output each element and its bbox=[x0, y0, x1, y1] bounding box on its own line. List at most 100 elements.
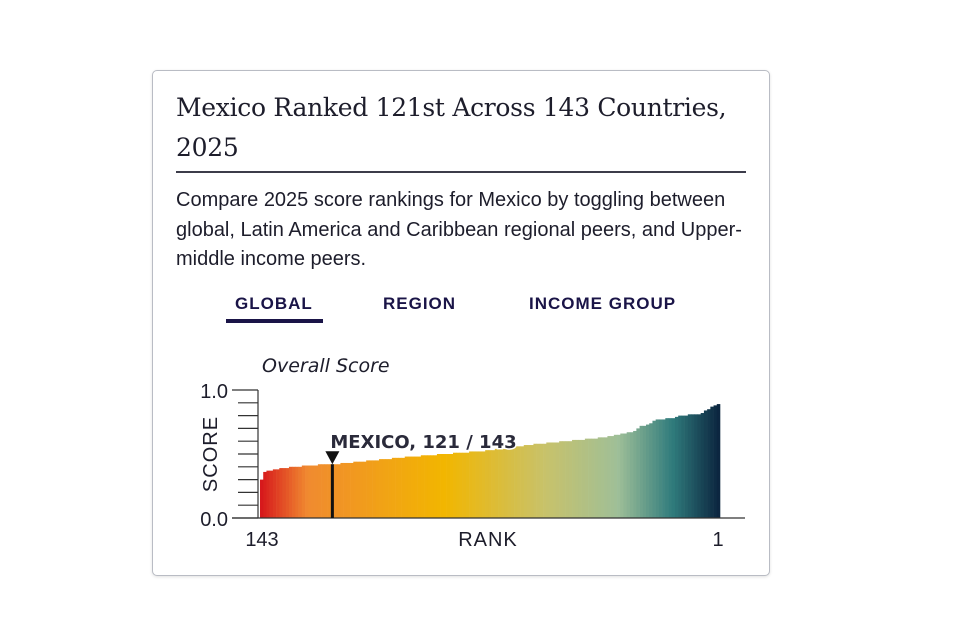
bar-rank-130[interactable] bbox=[301, 465, 306, 518]
bar-rank-117[interactable] bbox=[343, 462, 348, 518]
bar-rank-100[interactable] bbox=[398, 457, 402, 518]
bar-rank-136[interactable] bbox=[282, 468, 287, 518]
bar-rank-45[interactable] bbox=[575, 439, 579, 518]
bar-rank-56[interactable] bbox=[539, 443, 544, 518]
bar-rank-52[interactable] bbox=[552, 442, 557, 518]
bar-rank-105[interactable] bbox=[382, 459, 386, 518]
bar-rank-44[interactable] bbox=[578, 439, 582, 518]
bar-rank-15[interactable] bbox=[671, 418, 676, 518]
bar-rank-91[interactable] bbox=[427, 455, 431, 518]
bar-rank-7[interactable] bbox=[697, 414, 701, 518]
bar-rank-48[interactable] bbox=[565, 441, 570, 518]
bar-rank-50[interactable] bbox=[559, 441, 563, 518]
bar-rank-134[interactable] bbox=[288, 466, 293, 518]
bar-rank-119[interactable] bbox=[337, 464, 341, 518]
bar-rank-129[interactable] bbox=[305, 465, 309, 518]
bar-rank-34[interactable] bbox=[610, 436, 615, 518]
bar-rank-97[interactable] bbox=[407, 456, 412, 518]
bar-rank-57[interactable] bbox=[536, 443, 541, 518]
bar-rank-131[interactable] bbox=[298, 466, 303, 518]
bar-rank-28[interactable] bbox=[629, 432, 634, 518]
bar-rank-116[interactable] bbox=[346, 462, 351, 518]
bar-rank-120[interactable] bbox=[333, 464, 338, 518]
bar-rank-118[interactable] bbox=[340, 462, 344, 518]
bar-rank-143[interactable] bbox=[260, 479, 264, 518]
bar-rank-72[interactable] bbox=[488, 450, 492, 518]
bar-rank-24[interactable] bbox=[642, 425, 647, 518]
bar-rank-30[interactable] bbox=[623, 433, 628, 518]
bar-rank-125[interactable] bbox=[317, 464, 322, 518]
bar-rank-22[interactable] bbox=[649, 423, 653, 518]
bar-rank-104[interactable] bbox=[385, 459, 389, 518]
bar-rank-37[interactable] bbox=[600, 437, 605, 518]
bar-rank-133[interactable] bbox=[292, 466, 296, 518]
bar-rank-47[interactable] bbox=[568, 441, 573, 518]
bar-rank-59[interactable] bbox=[530, 445, 534, 518]
bar-rank-140[interactable] bbox=[269, 470, 274, 518]
bar-rank-33[interactable] bbox=[613, 434, 618, 518]
bar-rank-8[interactable] bbox=[694, 414, 698, 518]
bar-rank-96[interactable] bbox=[411, 456, 415, 518]
bar-rank-81[interactable] bbox=[459, 452, 463, 518]
bar-rank-85[interactable] bbox=[446, 454, 451, 518]
bar-rank-55[interactable] bbox=[543, 443, 547, 518]
bar-rank-6[interactable] bbox=[700, 413, 705, 518]
bar-rank-115[interactable] bbox=[350, 462, 354, 518]
bar-rank-67[interactable] bbox=[504, 447, 508, 518]
bar-rank-82[interactable] bbox=[456, 452, 460, 518]
bar-rank-53[interactable] bbox=[549, 442, 554, 518]
bar-rank-38[interactable] bbox=[597, 437, 602, 518]
bar-rank-63[interactable] bbox=[517, 446, 521, 518]
bar-rank-29[interactable] bbox=[626, 432, 631, 518]
bar-rank-35[interactable] bbox=[607, 436, 611, 518]
tab-region[interactable]: REGION bbox=[383, 294, 457, 313]
bar-rank-64[interactable] bbox=[514, 446, 518, 518]
bar-rank-77[interactable] bbox=[472, 451, 476, 518]
bar-rank-36[interactable] bbox=[604, 437, 608, 518]
bar-rank-2[interactable] bbox=[713, 405, 718, 518]
bar-rank-20[interactable] bbox=[655, 419, 660, 518]
bar-rank-49[interactable] bbox=[562, 441, 566, 518]
bar-rank-108[interactable] bbox=[372, 460, 377, 518]
bar-rank-32[interactable] bbox=[617, 434, 621, 518]
bar-rank-5[interactable] bbox=[703, 410, 708, 518]
bar-rank-114[interactable] bbox=[353, 461, 357, 518]
bar-rank-61[interactable] bbox=[523, 445, 528, 518]
bar-rank-16[interactable] bbox=[668, 418, 673, 518]
tab-income-group[interactable]: INCOME GROUP bbox=[529, 294, 677, 313]
bar-rank-65[interactable] bbox=[510, 447, 515, 518]
bar-rank-62[interactable] bbox=[520, 446, 525, 518]
bar-rank-80[interactable] bbox=[462, 452, 467, 518]
bar-rank-139[interactable] bbox=[272, 469, 277, 518]
bar-rank-94[interactable] bbox=[417, 456, 422, 518]
bar-rank-138[interactable] bbox=[276, 469, 280, 518]
bar-rank-69[interactable] bbox=[498, 448, 502, 518]
bar-rank-71[interactable] bbox=[491, 450, 496, 518]
bar-rank-112[interactable] bbox=[359, 461, 364, 518]
bar-rank-17[interactable] bbox=[665, 418, 669, 518]
bar-rank-54[interactable] bbox=[546, 442, 550, 518]
bar-rank-76[interactable] bbox=[475, 451, 480, 518]
bar-rank-74[interactable] bbox=[481, 451, 486, 518]
bar-rank-1[interactable] bbox=[716, 404, 721, 518]
bar-rank-128[interactable] bbox=[308, 465, 312, 518]
bar-rank-39[interactable] bbox=[594, 438, 599, 518]
bar-rank-75[interactable] bbox=[478, 451, 483, 518]
bar-rank-23[interactable] bbox=[646, 424, 650, 518]
bar-rank-102[interactable] bbox=[391, 457, 396, 518]
bar-rank-25[interactable] bbox=[639, 425, 644, 518]
bar-rank-60[interactable] bbox=[526, 445, 531, 518]
bar-rank-101[interactable] bbox=[395, 457, 399, 518]
bar-rank-87[interactable] bbox=[440, 454, 444, 518]
bar-rank-70[interactable] bbox=[494, 448, 499, 518]
bar-rank-123[interactable] bbox=[324, 464, 328, 518]
bar-rank-92[interactable] bbox=[424, 455, 428, 518]
bar-rank-88[interactable] bbox=[436, 454, 441, 518]
bar-rank-27[interactable] bbox=[633, 430, 637, 518]
bar-rank-84[interactable] bbox=[449, 454, 454, 518]
bar-rank-19[interactable] bbox=[658, 419, 663, 518]
bar-rank-11[interactable] bbox=[684, 415, 689, 518]
bar-rank-3[interactable] bbox=[710, 406, 714, 518]
bar-rank-127[interactable] bbox=[311, 465, 315, 518]
bar-rank-51[interactable] bbox=[555, 442, 560, 518]
